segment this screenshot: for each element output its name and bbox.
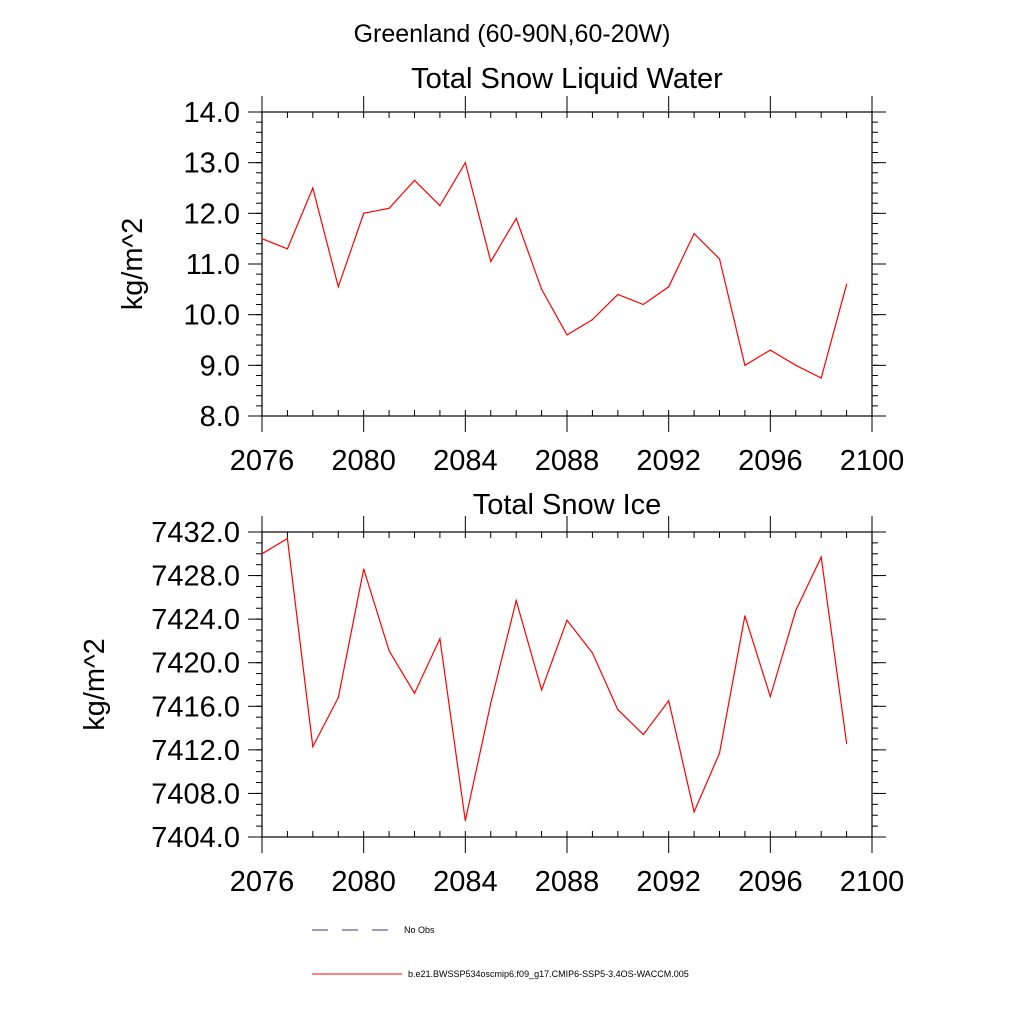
chart-title: Total Snow Liquid Water	[411, 63, 723, 95]
x-tick-label: 2088	[535, 866, 600, 898]
data-point	[642, 734, 644, 736]
data-point	[261, 553, 263, 555]
y-tick-label: 7424.0	[151, 604, 240, 636]
data-point	[540, 288, 543, 290]
data-point	[337, 286, 339, 288]
y-tick-label: 7432.0	[151, 517, 240, 549]
plot-frame	[261, 531, 873, 838]
figure-suptitle: Greenland (60-90N,60-20W)	[354, 20, 671, 48]
data-point	[795, 609, 797, 612]
data-point	[439, 638, 441, 640]
x-tick-label: 2100	[840, 445, 905, 477]
data-point	[744, 364, 746, 366]
x-tick-label: 2084	[433, 866, 498, 898]
data-point	[820, 377, 822, 379]
data-point	[490, 702, 492, 704]
data-point	[261, 238, 263, 240]
data-point	[540, 689, 543, 691]
data-point	[464, 162, 466, 164]
panel-total-snow-liquid-water: Total Snow Liquid Water kg/m^2 2076 2080 208…	[117, 63, 904, 477]
data-point	[388, 207, 390, 209]
data-point	[795, 364, 797, 366]
x-tick-label: 2084	[433, 445, 498, 477]
legend-obs-label: No Obs	[404, 925, 435, 935]
data-point	[413, 692, 416, 694]
data-point	[566, 619, 568, 621]
series-line	[261, 537, 848, 821]
data-point	[668, 700, 670, 702]
y-tick-label: 7420.0	[151, 648, 240, 680]
y-tick-label: 8.0	[200, 401, 240, 433]
y-tick-label: 7412.0	[151, 735, 240, 767]
x-tick-label: 2080	[331, 445, 396, 477]
x-tick-label: 2092	[636, 866, 701, 898]
data-point	[668, 286, 670, 288]
data-point	[769, 695, 771, 698]
data-point	[693, 233, 695, 235]
data-point	[769, 349, 771, 351]
data-point	[363, 212, 365, 214]
data-point	[439, 205, 441, 207]
x-tick-label: 2100	[840, 866, 905, 898]
x-tick-label: 2096	[738, 445, 803, 477]
legend: No Obs b.e21.BWSSP534oscmip6.f09_g17.CMI…	[312, 925, 689, 979]
data-point	[591, 652, 594, 654]
y-tick-label: 7416.0	[151, 691, 240, 723]
y-tick-label: 7404.0	[151, 822, 240, 854]
data-point	[286, 537, 289, 540]
data-point	[337, 696, 339, 699]
y-axis-label: kg/m^2	[117, 218, 149, 311]
data-point	[388, 650, 390, 652]
data-point	[490, 260, 492, 263]
y-tick-label: 7408.0	[151, 778, 240, 810]
panel-total-snow-ice: Total Snow Ice kg/m^2 2076 2080 2084 2088 2092…	[79, 489, 904, 898]
plot-frame	[261, 111, 873, 417]
y-axis-label: kg/m^2	[79, 638, 111, 731]
x-tick-label: 2076	[230, 445, 295, 477]
data-point	[617, 293, 619, 295]
data-point	[312, 187, 314, 189]
y-tick-label: 10.0	[184, 300, 240, 332]
data-point	[718, 258, 721, 260]
data-point	[693, 811, 695, 813]
chart-title: Total Snow Ice	[473, 489, 662, 521]
y-tick-label: 11.0	[186, 249, 240, 281]
y-tick-label: 9.0	[200, 350, 240, 382]
data-point	[718, 752, 721, 754]
data-point	[845, 283, 848, 285]
x-tick-label: 2092	[636, 445, 701, 477]
x-tick-label: 2076	[230, 866, 295, 898]
data-point	[744, 615, 746, 617]
data-point	[617, 708, 619, 711]
data-point	[515, 217, 517, 219]
data-point	[464, 820, 466, 822]
x-tick-label: 2096	[738, 866, 803, 898]
y-tick-label: 7428.0	[151, 561, 240, 593]
y-tick-label: 14.0	[184, 97, 240, 129]
data-point	[642, 303, 644, 306]
y-tick-label: 13.0	[184, 148, 240, 180]
data-point	[413, 179, 416, 181]
data-point	[591, 319, 594, 321]
data-point	[566, 334, 568, 336]
series-line	[261, 161, 848, 379]
data-point	[363, 568, 365, 570]
data-point	[312, 745, 314, 748]
x-tick-label: 2088	[535, 445, 600, 477]
data-point	[820, 556, 822, 558]
y-tick-label: 12.0	[184, 198, 240, 230]
legend-model-label: b.e21.BWSSP534oscmip6.f09_g17.CMIP6-SSP5…	[408, 969, 689, 979]
data-point	[286, 248, 289, 250]
data-point	[515, 600, 517, 602]
data-point	[845, 742, 848, 744]
x-tick-label: 2080	[331, 866, 396, 898]
